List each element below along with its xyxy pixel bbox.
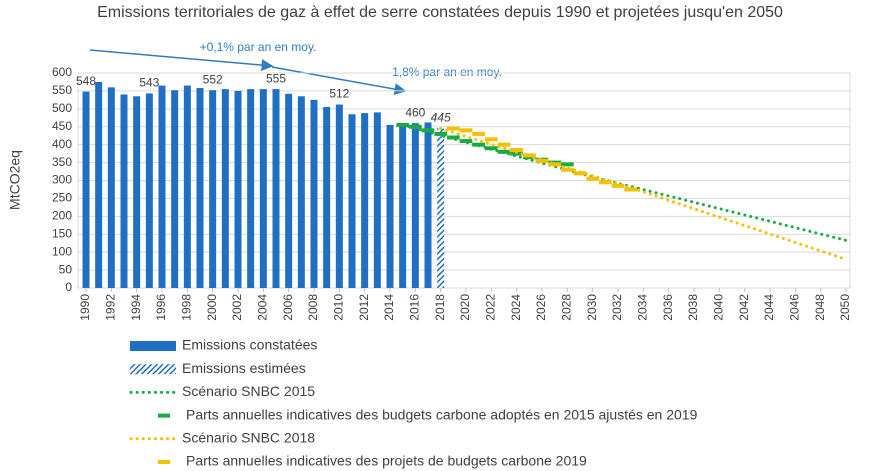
arrow — [89, 49, 274, 72]
x-tick-label: 2006 — [281, 294, 295, 321]
x-tick-label: 2024 — [509, 294, 523, 321]
x-tick-label: 1998 — [180, 294, 194, 321]
legend-swatch — [130, 364, 176, 375]
x-tick-label: 2026 — [534, 294, 548, 321]
plot-frame — [77, 72, 851, 289]
bar — [272, 89, 280, 288]
x-tick-label: 2012 — [357, 294, 371, 321]
x-tick-label: 2004 — [256, 294, 270, 321]
legend-label: Scénario SNBC 2015 — [182, 383, 315, 399]
y-tick-label: 150 — [52, 226, 72, 240]
bar — [437, 128, 445, 288]
data-label: 460 — [405, 105, 425, 119]
x-tick-label: 2000 — [205, 294, 219, 321]
x-tick-label: 2020 — [458, 294, 472, 321]
bar — [171, 90, 179, 288]
x-tick-label: 2010 — [332, 294, 346, 321]
x-tick-label: 2032 — [610, 294, 624, 321]
bar — [323, 107, 331, 289]
x-tick-label: 2038 — [686, 294, 700, 321]
bar — [158, 85, 166, 289]
x-tick-label: 2048 — [813, 294, 827, 321]
bar — [348, 114, 356, 288]
bar — [361, 113, 369, 288]
bar — [221, 89, 229, 288]
bar — [145, 93, 153, 288]
y-tick-label: 350 — [52, 155, 72, 169]
y-axis-label: MtCO2eq — [7, 150, 23, 210]
x-tick-label: 1990 — [78, 294, 92, 321]
legend-label: Parts annuelles indicatives des budgets … — [186, 406, 698, 422]
bar — [285, 93, 293, 289]
y-tick-label: 300 — [52, 173, 72, 187]
bar — [424, 122, 432, 288]
x-tick-label: 2018 — [433, 294, 447, 321]
bar — [386, 124, 394, 288]
bar — [335, 104, 343, 289]
arrow — [271, 66, 407, 96]
data-label: 552 — [203, 72, 223, 86]
y-tick-label: 250 — [52, 191, 72, 205]
bar — [310, 99, 318, 288]
data-label: 512 — [329, 87, 349, 101]
x-tick-label: 1994 — [129, 294, 143, 321]
data-label: 548 — [76, 74, 96, 88]
bar — [196, 88, 204, 288]
x-tick-label: 2036 — [661, 294, 675, 321]
data-label: 445 — [431, 111, 451, 125]
x-tick-label: 2050 — [838, 294, 852, 321]
legend-swatch — [130, 341, 176, 351]
y-tick-label: 400 — [52, 137, 72, 151]
bar — [209, 90, 217, 288]
x-tick-label: 2030 — [585, 294, 599, 321]
x-tick-label: 2022 — [484, 294, 498, 321]
bar — [234, 90, 242, 289]
y-tick-label: 50 — [59, 262, 73, 276]
bar — [82, 91, 90, 288]
y-tick-label: 200 — [52, 209, 72, 223]
scenario-line — [439, 127, 848, 261]
x-tick-label: 1992 — [104, 294, 118, 321]
bar — [247, 89, 255, 288]
bar — [120, 94, 128, 288]
bar — [95, 81, 103, 288]
legend-label: Emissions constatées — [182, 337, 317, 353]
x-tick-label: 2028 — [560, 294, 574, 321]
bar — [259, 89, 267, 288]
y-tick-label: 500 — [52, 101, 72, 115]
bar — [183, 85, 191, 289]
legend-label: Emissions estimées — [182, 360, 306, 376]
x-tick-label: 2040 — [712, 294, 726, 321]
x-tick-label: 2044 — [762, 294, 776, 321]
x-tick-label: 2046 — [788, 294, 802, 321]
y-tick-label: 100 — [52, 244, 72, 258]
legend-label: Scénario SNBC 2018 — [182, 430, 315, 446]
x-tick-label: 1996 — [154, 294, 168, 321]
y-tick-label: 550 — [52, 83, 72, 97]
x-tick-label: 2008 — [306, 294, 320, 321]
chart-title: Emissions territoriales de gaz à effet d… — [97, 4, 783, 21]
x-tick-label: 2016 — [408, 294, 422, 321]
x-tick-label: 2034 — [636, 294, 650, 321]
bar — [399, 123, 407, 288]
bar — [107, 87, 115, 288]
legend-label: Parts annuelles indicatives des projets … — [186, 453, 587, 469]
y-tick-label: 0 — [65, 280, 72, 294]
x-tick-label: 2042 — [737, 294, 751, 321]
y-tick-label: 600 — [52, 65, 72, 79]
data-label: 543 — [139, 76, 159, 90]
bar — [133, 96, 141, 289]
annotation: +0,1% par an en moy. — [200, 40, 317, 54]
annotation: -1,8% par an en moy. — [388, 65, 502, 79]
bar — [373, 112, 381, 289]
x-tick-label: 2014 — [382, 294, 396, 321]
bar — [297, 96, 305, 289]
data-label: 555 — [266, 71, 286, 85]
x-tick-label: 2002 — [230, 294, 244, 321]
y-tick-label: 450 — [52, 119, 72, 133]
bar — [411, 123, 419, 289]
